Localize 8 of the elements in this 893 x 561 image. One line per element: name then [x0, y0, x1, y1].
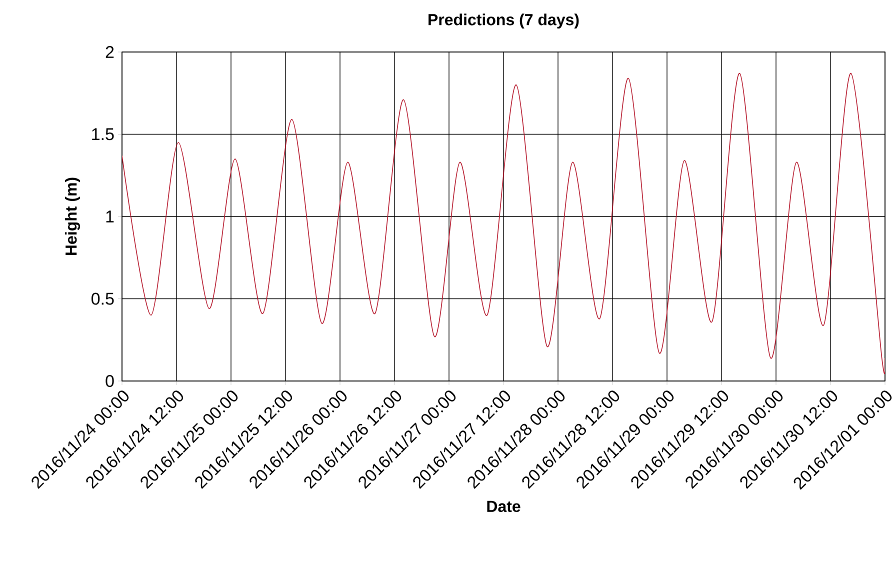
y-tick-label: 1.5: [92, 128, 114, 140]
chart-title: Predictions (7 days): [428, 14, 579, 29]
x-axis-title: Date: [487, 500, 520, 512]
y-tick-label: 2: [106, 46, 114, 58]
y-tick-label: 0: [106, 374, 114, 388]
y-tick-label: 0.5: [92, 292, 114, 305]
y-axis-title: Height (m): [65, 178, 80, 255]
y-tick-label: 1: [106, 210, 114, 222]
